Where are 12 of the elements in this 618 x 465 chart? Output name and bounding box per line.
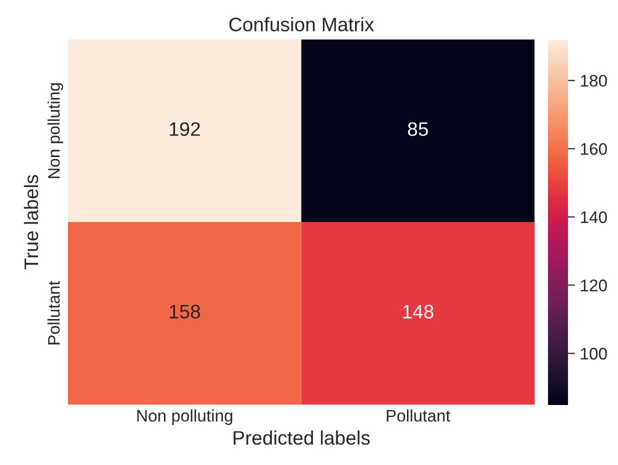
data-label: 85: [408, 122, 428, 136]
x-axis-title: Predicted labels: [234, 430, 370, 445]
color-bar-label: 180: [581, 74, 607, 87]
y-axis-title: True labels: [24, 175, 38, 270]
color-bar-label: 160: [581, 143, 607, 155]
data-label: 192: [170, 122, 200, 136]
data-label: 148: [403, 304, 434, 319]
color-bar-label: 100: [581, 348, 607, 360]
color-bar-label: 140: [581, 211, 607, 224]
color-bar-label: 120: [581, 280, 607, 292]
chart-title: Confusion Matrix: [229, 17, 374, 32]
data-label: 158: [170, 304, 200, 319]
